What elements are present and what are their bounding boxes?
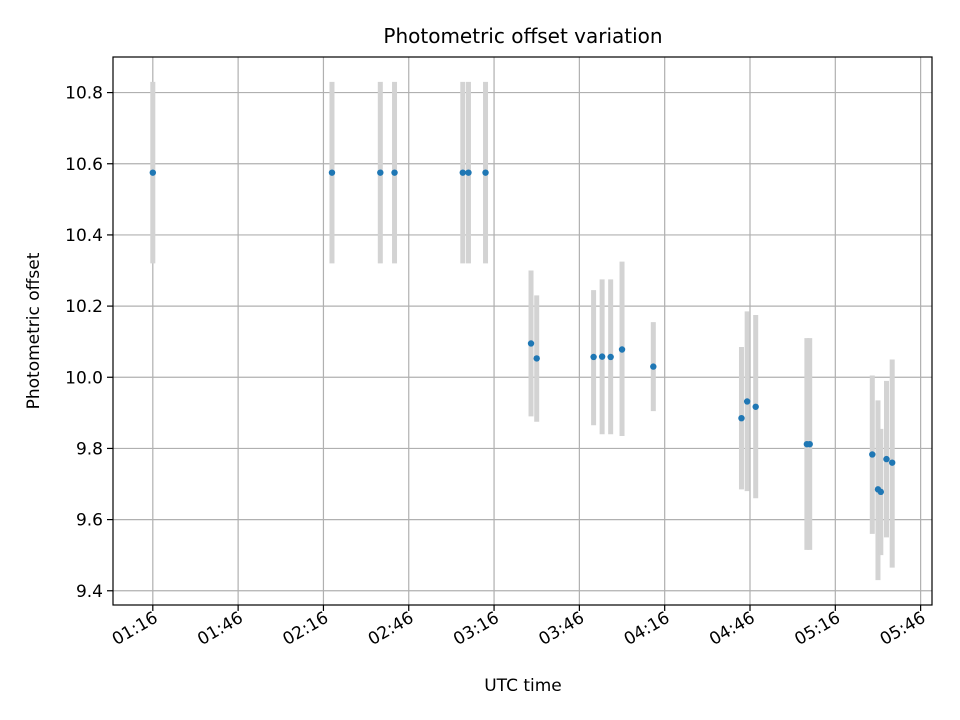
data-point — [888, 459, 896, 466]
y-tick-label: 10.2 — [65, 297, 103, 317]
data-points — [149, 169, 896, 496]
x-axis-label: UTC time — [484, 676, 562, 696]
y-axis-label: Photometric offset — [24, 252, 44, 409]
data-point — [377, 169, 384, 176]
data-point — [149, 169, 157, 176]
data-point — [328, 169, 336, 176]
data-point — [806, 440, 813, 448]
y-tick-label: 9.6 — [76, 511, 103, 531]
y-tick-label: 10.0 — [65, 368, 103, 388]
data-point — [533, 355, 540, 362]
grid-lines — [113, 57, 932, 605]
plot-frame — [112, 56, 933, 606]
y-tick-label: 10.4 — [65, 226, 103, 246]
data-point — [650, 363, 657, 370]
data-point — [527, 340, 535, 347]
data-point — [752, 403, 759, 410]
chart-title: Photometric offset variation — [383, 24, 662, 48]
data-point — [391, 169, 398, 176]
data-point — [877, 488, 885, 496]
data-point — [883, 455, 890, 463]
data-point — [738, 414, 745, 422]
y-tick-label: 10.8 — [65, 84, 103, 104]
data-point — [607, 353, 614, 361]
data-point — [459, 169, 466, 176]
data-point — [465, 169, 472, 176]
data-point — [482, 169, 489, 176]
data-point — [869, 451, 876, 458]
y-tick-label: 9.8 — [76, 439, 103, 459]
y-axis-ticks: 9.4 9.6 9.8 10.0 10.2 10.4 10.6 10.8 — [65, 84, 113, 602]
data-point — [743, 398, 751, 405]
y-tick-label: 10.6 — [65, 155, 103, 175]
data-point — [598, 353, 606, 360]
data-point — [618, 346, 626, 353]
data-point — [590, 353, 597, 361]
y-tick-label: 9.4 — [76, 582, 103, 602]
